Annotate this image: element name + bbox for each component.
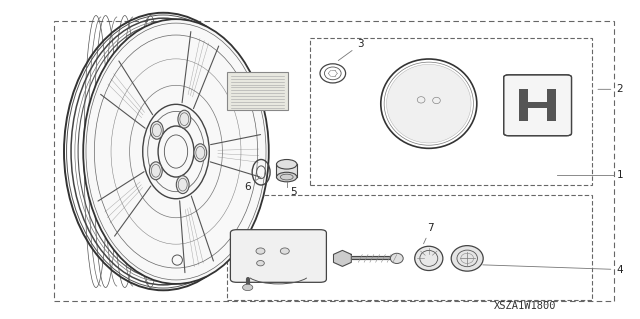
Bar bbox=[227, 72, 288, 110]
Ellipse shape bbox=[149, 162, 162, 180]
Polygon shape bbox=[333, 250, 351, 266]
Text: 5: 5 bbox=[290, 187, 296, 197]
Ellipse shape bbox=[243, 284, 253, 291]
Ellipse shape bbox=[83, 19, 269, 284]
Text: 4: 4 bbox=[483, 264, 623, 275]
Text: 2: 2 bbox=[598, 84, 623, 94]
Text: 7: 7 bbox=[424, 223, 434, 244]
Ellipse shape bbox=[415, 246, 443, 271]
Text: 1: 1 bbox=[616, 170, 623, 181]
Ellipse shape bbox=[276, 160, 297, 169]
Ellipse shape bbox=[257, 261, 264, 266]
Bar bbox=[519, 102, 556, 108]
Bar bbox=[519, 89, 528, 121]
Bar bbox=[54, 21, 614, 301]
Bar bbox=[310, 38, 592, 185]
Ellipse shape bbox=[451, 246, 483, 271]
Text: 3: 3 bbox=[339, 40, 364, 61]
Text: 6: 6 bbox=[244, 182, 251, 192]
Ellipse shape bbox=[387, 64, 471, 143]
Ellipse shape bbox=[390, 253, 403, 263]
Bar bbox=[276, 164, 297, 177]
Ellipse shape bbox=[256, 248, 265, 254]
Text: XSZA1W1800: XSZA1W1800 bbox=[493, 301, 556, 311]
Bar bbox=[227, 195, 592, 300]
Ellipse shape bbox=[276, 172, 297, 182]
Bar bbox=[547, 89, 556, 121]
FancyBboxPatch shape bbox=[504, 75, 572, 136]
FancyBboxPatch shape bbox=[230, 230, 326, 282]
Ellipse shape bbox=[280, 248, 289, 254]
Ellipse shape bbox=[176, 176, 189, 194]
Ellipse shape bbox=[150, 122, 163, 139]
Ellipse shape bbox=[194, 144, 207, 162]
Ellipse shape bbox=[178, 110, 191, 128]
